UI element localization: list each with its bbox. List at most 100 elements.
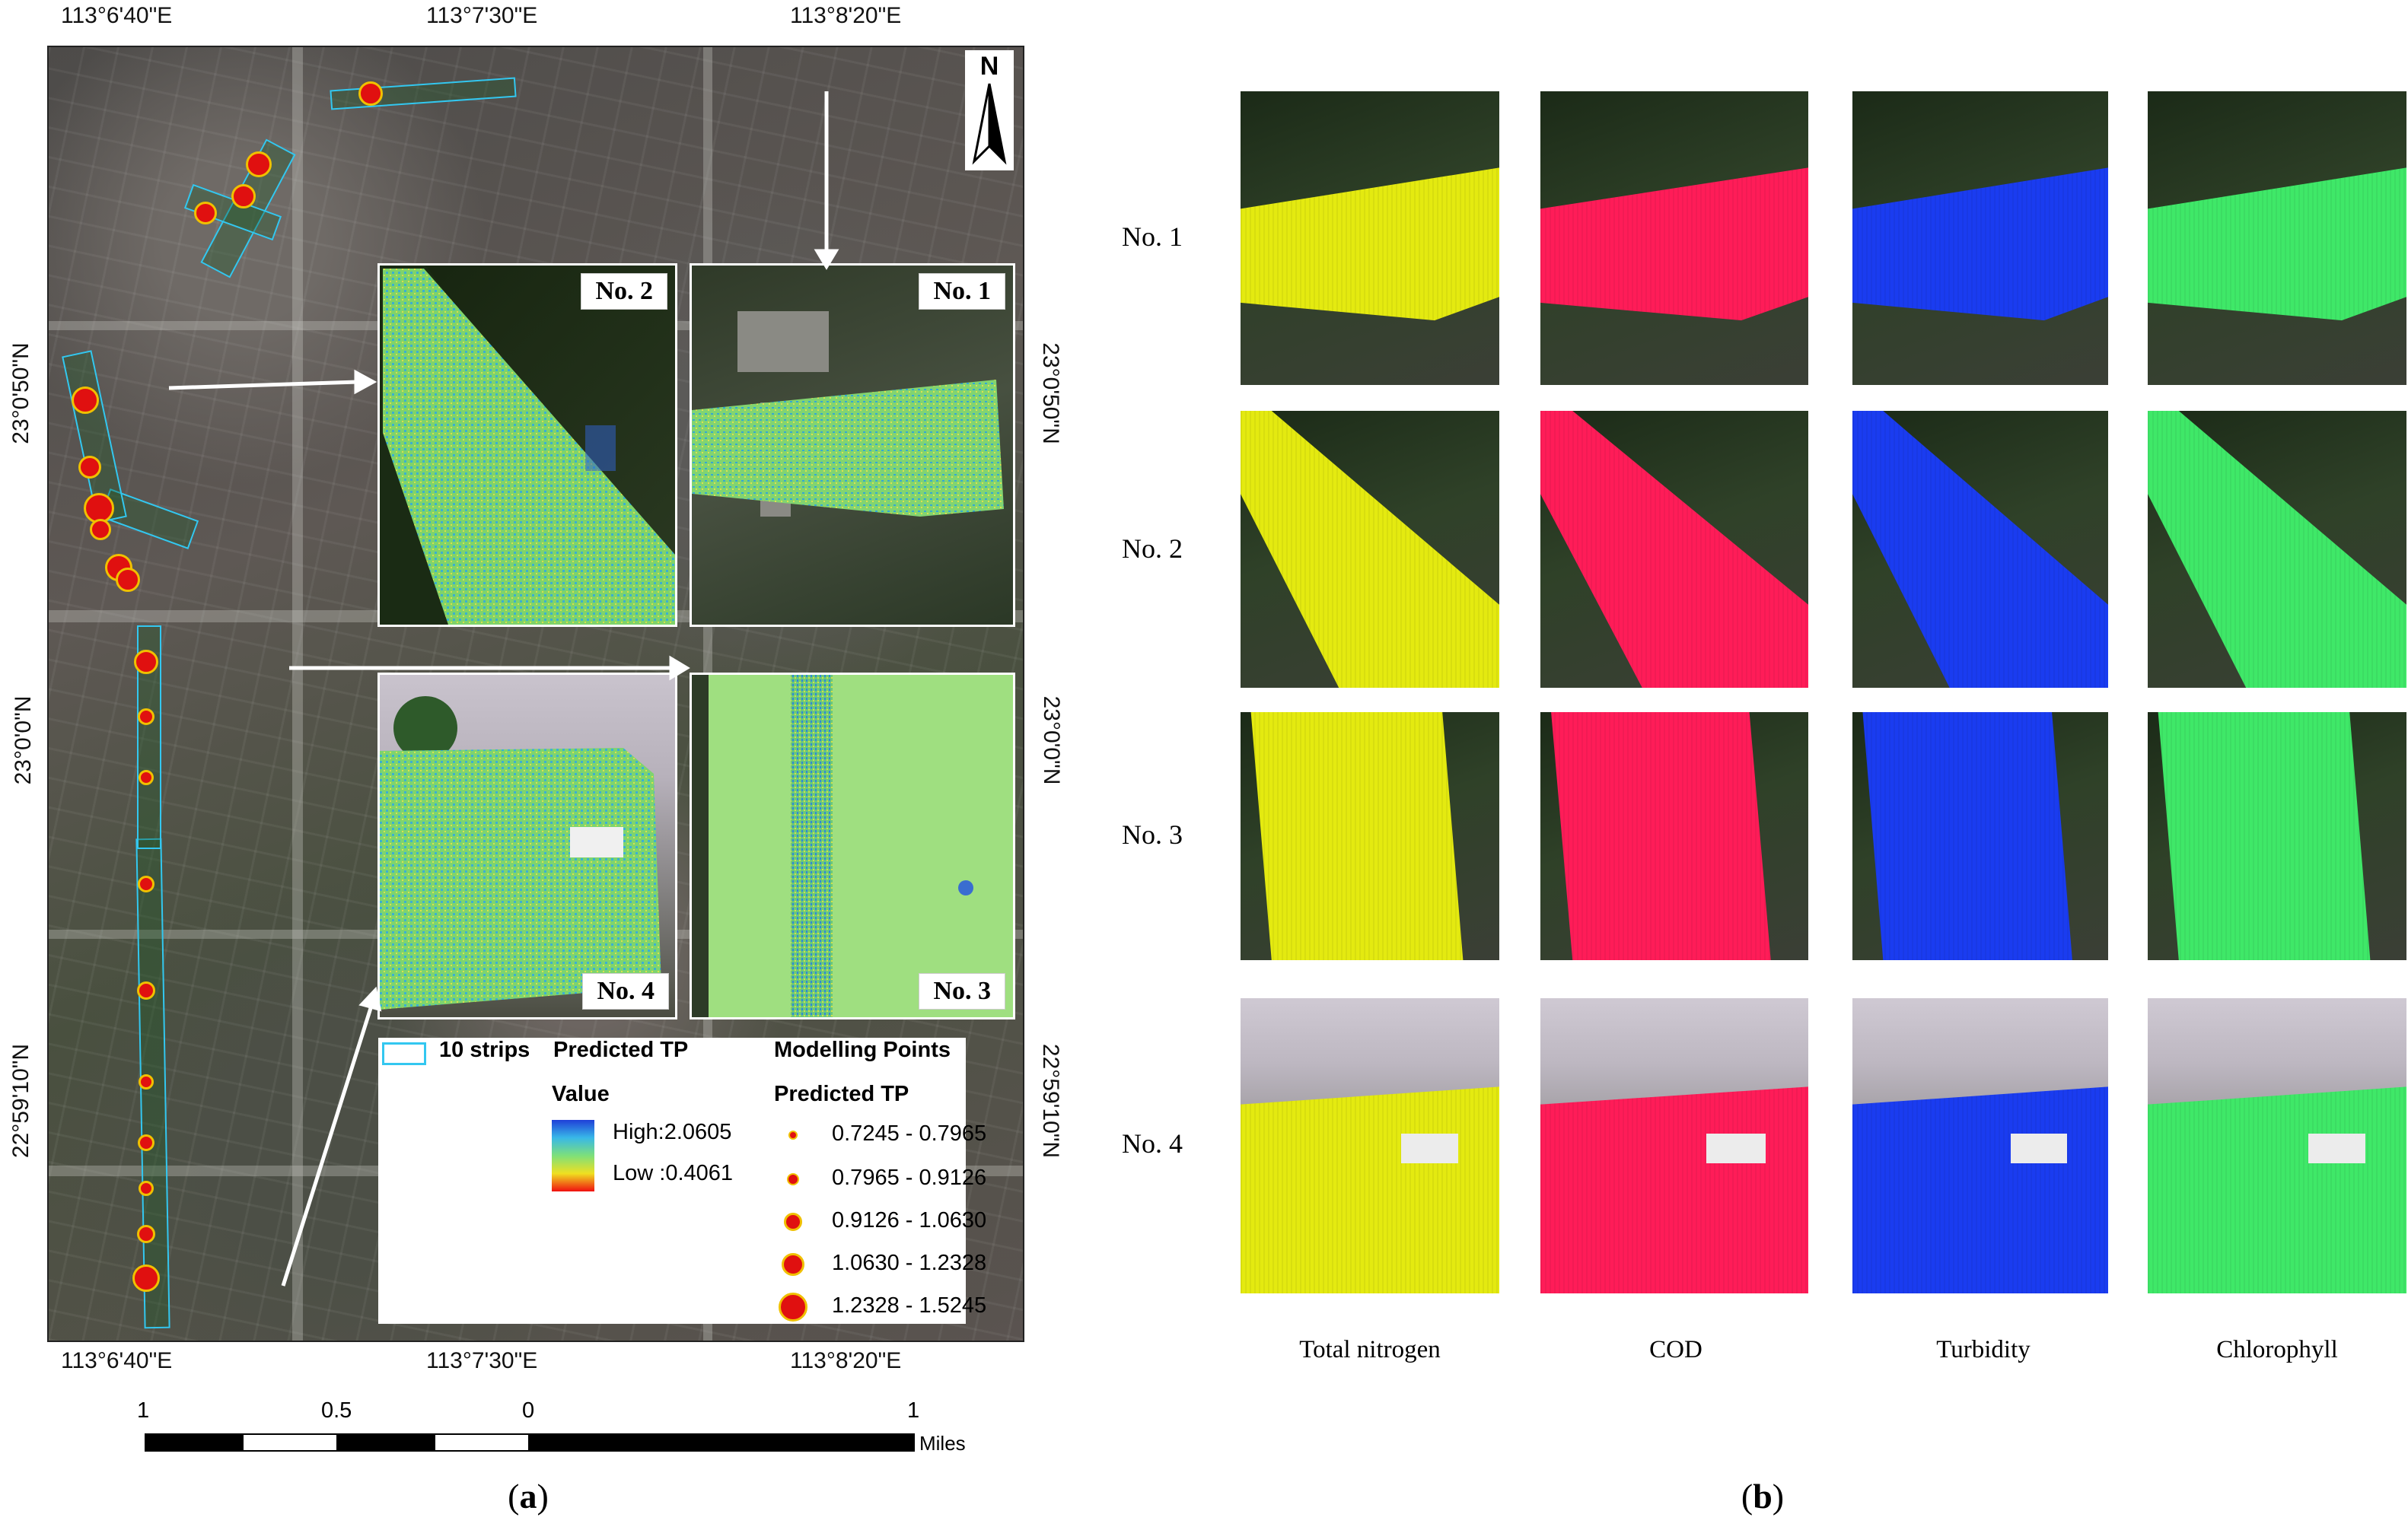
legend-modelling-points-title: Modelling Points <box>774 1038 951 1062</box>
modelling-point <box>139 1181 154 1196</box>
inset-no4: No. 4 <box>377 673 677 1019</box>
water-parameter-layer <box>1540 167 1808 321</box>
water-parameter-layer <box>2148 411 2406 688</box>
modelling-point <box>134 650 158 674</box>
thumbnail-no1-total-nitrogen <box>1241 91 1499 385</box>
bottom-coord-2: 113°7'30"E <box>426 1348 538 1373</box>
modelling-point <box>139 1074 154 1089</box>
thumbnail-no4-total-nitrogen <box>1241 998 1499 1293</box>
scale-label-0: 0 <box>522 1398 535 1423</box>
water-parameter-layer <box>1852 1086 2108 1293</box>
panel-a-caption: (a) <box>508 1476 549 1516</box>
scale-unit: Miles <box>919 1432 966 1455</box>
thumbnail-no1-turbidity <box>1852 91 2108 385</box>
panel-b-caption: (b) <box>1741 1476 1784 1516</box>
north-arrow: N <box>965 50 1014 170</box>
modelling-point <box>116 568 140 592</box>
water-parameter-layer <box>1852 167 2108 321</box>
row-label-no3: No. 3 <box>1122 819 1183 850</box>
inset-label-no4: No. 4 <box>582 973 669 1010</box>
building-patch <box>2011 1134 2068 1164</box>
water-parameter-layer <box>1250 712 1464 960</box>
legend-range-4: 1.0630 - 1.2328 <box>832 1251 987 1275</box>
scale-segment <box>145 1433 242 1452</box>
thumbnail-no2-chlorophyll <box>2148 411 2406 688</box>
panel-b-caption-close: ) <box>1772 1477 1785 1516</box>
modelling-point <box>137 981 155 1000</box>
water-parameter-layer <box>1540 1086 1808 1293</box>
panel-a-caption-letter: a <box>519 1477 537 1516</box>
column-label-total-nitrogen: Total nitrogen <box>1299 1336 1441 1363</box>
bottom-coord-1: 113°6'40"E <box>61 1348 173 1373</box>
inset-label-no3: No. 3 <box>919 973 1005 1010</box>
legend-predicted-tp-title: Predicted TP <box>553 1038 689 1062</box>
panel-a-caption-open: ( <box>508 1477 520 1516</box>
row-label-no1: No. 1 <box>1122 221 1183 252</box>
panel-b-caption-letter: b <box>1753 1477 1773 1516</box>
pointer-arrows <box>168 91 839 1287</box>
inset-no2-raster <box>380 266 675 625</box>
thumbnail-no1-chlorophyll <box>2148 91 2406 385</box>
scale-segment <box>434 1433 530 1452</box>
water-parameter-layer <box>1540 411 1808 688</box>
thumbnail-no2-total-nitrogen <box>1241 411 1499 688</box>
legend-point-size-3 <box>784 1213 802 1231</box>
legend-range-5: 1.2328 - 1.5245 <box>832 1293 987 1318</box>
modelling-point <box>194 202 217 224</box>
thumbnail-no3-total-nitrogen <box>1241 712 1499 960</box>
modelling-point <box>137 1225 155 1243</box>
legend-range-1: 0.7245 - 0.7965 <box>832 1121 987 1146</box>
legend-point-size-5 <box>779 1293 807 1322</box>
top-coord-3: 113°8'20"E <box>790 3 902 28</box>
water-parameter-layer <box>1241 411 1499 688</box>
panel-b-caption-open: ( <box>1741 1477 1753 1516</box>
top-coord-1: 113°6'40"E <box>61 3 173 28</box>
column-label-cod: COD <box>1649 1336 1702 1363</box>
value-gradient-ramp <box>552 1120 594 1191</box>
legend-point-size-2 <box>787 1173 799 1185</box>
thumbnail-no2-cod <box>1540 411 1808 688</box>
column-label-chlorophyll: Chlorophyll <box>2216 1336 2338 1363</box>
thumbnail-no1-cod <box>1540 91 1808 385</box>
modelling-point <box>138 1134 154 1151</box>
building-patch <box>1706 1134 1766 1164</box>
scale-label-end: 1 <box>907 1398 920 1423</box>
bottom-coord-3: 113°8'20"E <box>790 1348 902 1373</box>
water-parameter-layer <box>1241 1086 1499 1293</box>
thumbnail-no3-cod <box>1540 712 1808 960</box>
modelling-point <box>78 456 101 479</box>
thumbnail-no3-chlorophyll <box>2148 712 2406 960</box>
legend-high-label: High:2.0605 <box>613 1120 732 1144</box>
legend-value-label: Value <box>552 1082 610 1106</box>
strip-legend-swatch <box>382 1042 426 1065</box>
legend-range-3: 0.9126 - 1.0630 <box>832 1208 987 1233</box>
inset-no1: No. 1 <box>690 263 1015 627</box>
road <box>292 47 303 1341</box>
modelling-point <box>246 151 272 177</box>
modelling-point <box>138 708 154 725</box>
water-parameter-layer <box>1241 167 1499 321</box>
legend-strips-label: 10 strips <box>439 1038 530 1062</box>
panel-a-caption-close: ) <box>537 1477 549 1516</box>
north-arrow-icon: N <box>972 52 1007 165</box>
top-coord-2: 113°7'30"E <box>426 3 538 28</box>
legend-low-label: Low :0.4061 <box>613 1161 734 1185</box>
row-label-no2: No. 2 <box>1122 533 1183 564</box>
water-parameter-layer <box>1862 712 2072 960</box>
modelling-point <box>132 1264 160 1292</box>
inset-no1-raster <box>692 311 1004 517</box>
thumbnail-no4-chlorophyll <box>2148 998 2406 1293</box>
inset-label-no2: No. 2 <box>581 273 667 310</box>
modelling-point <box>84 493 114 523</box>
inset-no4-raster <box>380 696 661 1010</box>
legend-modelling-predicted-tp: Predicted TP <box>774 1082 909 1106</box>
scale-segment <box>530 1433 915 1452</box>
water-parameter-layer <box>1852 411 2108 688</box>
inset-no2: No. 2 <box>377 263 677 627</box>
legend-point-size-4 <box>782 1253 804 1276</box>
scale-segment <box>242 1433 338 1452</box>
legend-range-2: 0.7965 - 0.9126 <box>832 1166 987 1190</box>
row-label-no4: No. 4 <box>1122 1128 1183 1159</box>
inset-no3-raster <box>692 675 1013 1017</box>
modelling-point <box>90 519 111 540</box>
